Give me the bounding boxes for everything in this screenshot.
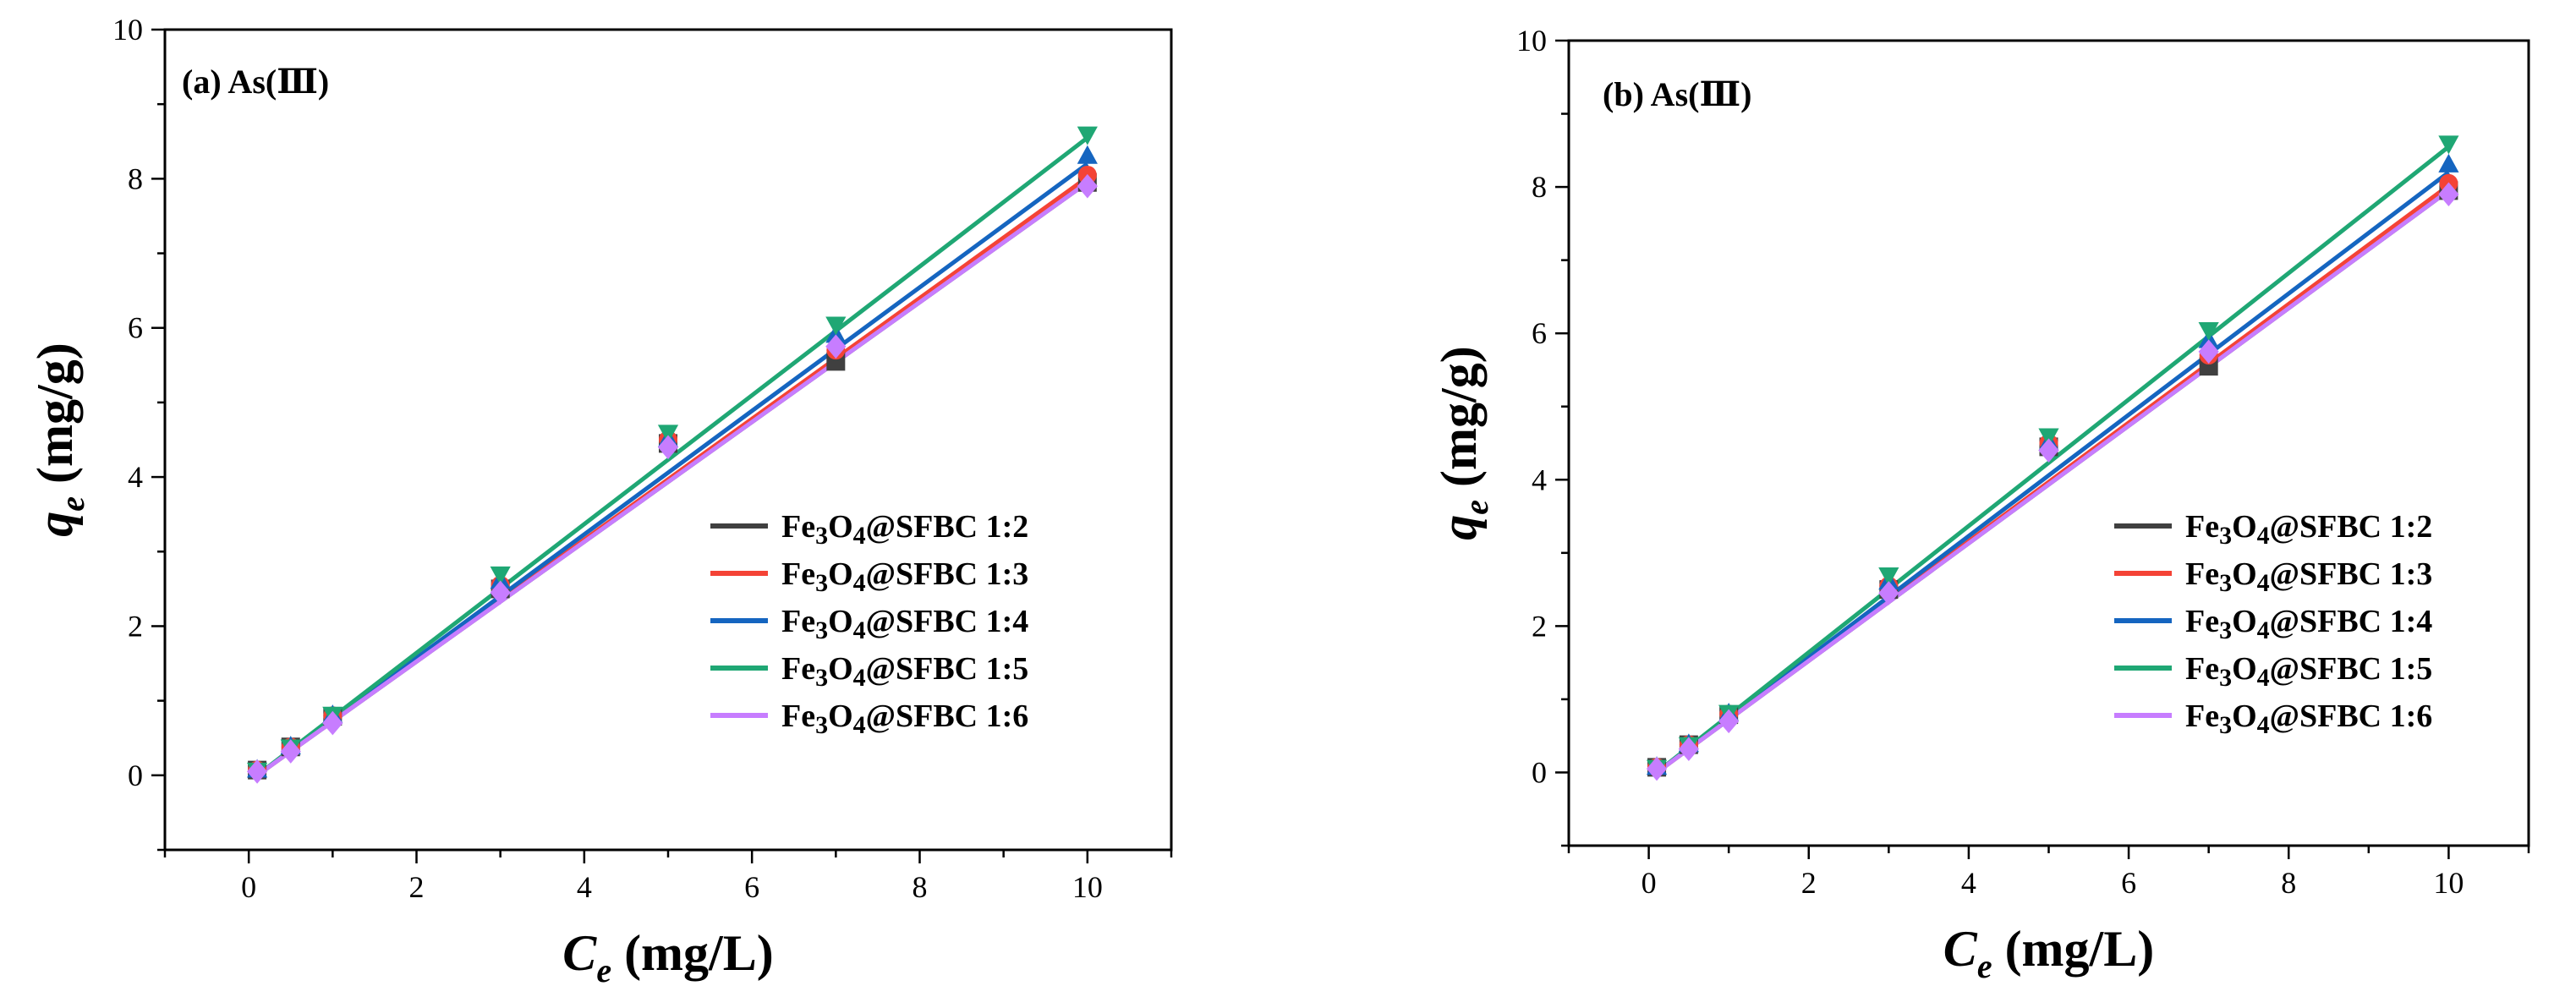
data-point bbox=[246, 759, 268, 784]
fit-line bbox=[255, 180, 1089, 777]
data-point bbox=[657, 425, 679, 444]
data-point bbox=[1077, 173, 1098, 199]
y-tick-label: 0 bbox=[128, 759, 143, 792]
data-point bbox=[2198, 339, 2219, 364]
data-point bbox=[1678, 737, 1699, 762]
chart-panel-a: 0 2 4 6 8 10 0 2 4 6 8 10 (a) As(Ⅲ) Ce (mg/L) qe (mg/g… bbox=[27, 13, 1173, 989]
legend-label: Fe3O4@SFBC 1:3 bbox=[2185, 556, 2432, 597]
data-point bbox=[825, 316, 847, 336]
panel-label: (b) As(Ⅲ) bbox=[1603, 75, 1751, 113]
y-axis-title: qe (mg/g) bbox=[1431, 346, 1495, 540]
legend-label: Fe3O4@SFBC 1:4 bbox=[2185, 604, 2432, 644]
x-tick-label: 0 bbox=[241, 870, 256, 904]
legend-label: Fe3O4@SFBC 1:2 bbox=[781, 509, 1028, 550]
x-axis-title: Ce (mg/L) bbox=[1943, 921, 2154, 985]
data-point bbox=[2438, 182, 2459, 207]
legend-label: Fe3O4@SFBC 1:6 bbox=[781, 698, 1028, 739]
y-tick-label: 10 bbox=[1516, 24, 1547, 58]
x-tick-label: 8 bbox=[913, 870, 928, 904]
fit-line bbox=[255, 135, 1089, 777]
data-point bbox=[2038, 438, 2059, 463]
fit-line bbox=[255, 162, 1089, 777]
data-point bbox=[1646, 756, 1668, 781]
data-point bbox=[2198, 322, 2219, 342]
x-tick-label: 2 bbox=[409, 870, 425, 904]
data-point bbox=[1878, 581, 1899, 605]
y-tick-label: 10 bbox=[112, 13, 143, 47]
data-point bbox=[1878, 567, 1899, 586]
x-axis-title: Ce (mg/L) bbox=[562, 925, 773, 989]
x-tick-label: 6 bbox=[744, 870, 759, 904]
y-tick-label: 2 bbox=[128, 609, 143, 643]
x-tick-label: 10 bbox=[1072, 870, 1103, 904]
data-point bbox=[657, 435, 679, 460]
x-tick-label: 8 bbox=[2281, 866, 2296, 900]
y-tick-label: 4 bbox=[128, 460, 143, 494]
data-point bbox=[2438, 153, 2459, 173]
data-point bbox=[490, 580, 511, 605]
fit-line bbox=[1655, 170, 2450, 775]
y-axis-title: qe (mg/g) bbox=[27, 342, 91, 536]
legend-label: Fe3O4@SFBC 1:6 bbox=[2185, 698, 2432, 739]
legend-label: Fe3O4@SFBC 1:5 bbox=[781, 651, 1028, 692]
x-tick-label: 10 bbox=[2433, 866, 2464, 900]
fit-line bbox=[1655, 145, 2450, 775]
data-point bbox=[825, 334, 847, 359]
data-point bbox=[1718, 709, 1740, 734]
y-tick-label: 8 bbox=[128, 162, 143, 195]
data-point bbox=[2038, 428, 2059, 447]
x-tick-label: 4 bbox=[1961, 866, 1976, 900]
legend-label: Fe3O4@SFBC 1:3 bbox=[781, 556, 1028, 597]
x-tick-label: 0 bbox=[1642, 866, 1657, 900]
x-tick-label: 6 bbox=[2121, 866, 2136, 900]
y-tick-label: 6 bbox=[128, 311, 143, 345]
panel-label: (a) As(Ⅲ) bbox=[182, 63, 329, 101]
x-tick-label: 2 bbox=[1801, 866, 1817, 900]
data-point bbox=[1077, 126, 1098, 145]
y-tick-label: 8 bbox=[1532, 170, 1547, 204]
legend-label: Fe3O4@SFBC 1:2 bbox=[2185, 509, 2432, 550]
legend-label: Fe3O4@SFBC 1:5 bbox=[2185, 651, 2432, 692]
data-point bbox=[280, 739, 301, 764]
x-tick-label: 4 bbox=[577, 870, 592, 904]
legend-label: Fe3O4@SFBC 1:4 bbox=[781, 604, 1028, 644]
data-point bbox=[2438, 135, 2459, 155]
y-tick-label: 6 bbox=[1532, 316, 1547, 350]
data-point bbox=[322, 710, 343, 736]
data-point bbox=[1077, 145, 1098, 164]
y-tick-label: 4 bbox=[1532, 463, 1547, 496]
y-tick-label: 0 bbox=[1532, 755, 1547, 789]
y-tick-label: 2 bbox=[1532, 609, 1547, 643]
fit-line bbox=[1655, 189, 2450, 775]
chart-panel-b: 0 2 4 6 8 10 0 2 4 6 8 10 (b) As(Ⅲ) Ce (mg/L) qe (mg/g… bbox=[1431, 24, 2530, 985]
data-point bbox=[490, 566, 511, 585]
